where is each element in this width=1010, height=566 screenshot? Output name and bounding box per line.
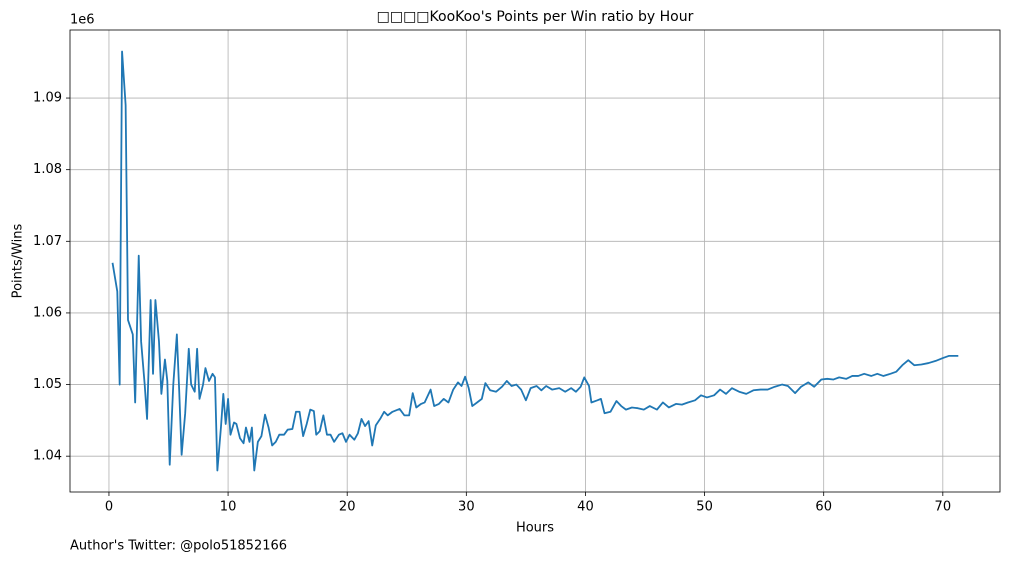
- x-tick-label: 30: [458, 500, 475, 515]
- x-tick-label: 0: [105, 500, 113, 515]
- x-tick-label: 70: [935, 500, 952, 515]
- x-tick-label: 20: [339, 500, 356, 515]
- x-tick-label: 10: [220, 500, 237, 515]
- x-axis-label: Hours: [516, 521, 554, 536]
- y-tick-label: 1.07: [33, 234, 62, 249]
- y-tick-label: 1.05: [33, 377, 62, 392]
- y-offset-label: 1e6: [70, 13, 95, 28]
- data-line: [111, 50, 959, 472]
- x-tick-label: 50: [696, 500, 713, 515]
- x-tick-label: 60: [815, 500, 832, 515]
- footer: Author's Twitter: @polo51852166: [70, 539, 287, 554]
- chart-title: □□□□KooKoo's Points per Win ratio by Hou…: [377, 9, 694, 25]
- y-tick-label: 1.04: [33, 449, 62, 464]
- y-axis-label: Points/Wins: [11, 223, 26, 298]
- y-tick-label: 1.09: [33, 91, 62, 106]
- plot-frame: [69, 29, 1001, 493]
- y-tick-label: 1.08: [33, 162, 62, 177]
- x-tick-label: 40: [577, 500, 594, 515]
- y-tick-label: 1.06: [33, 305, 62, 320]
